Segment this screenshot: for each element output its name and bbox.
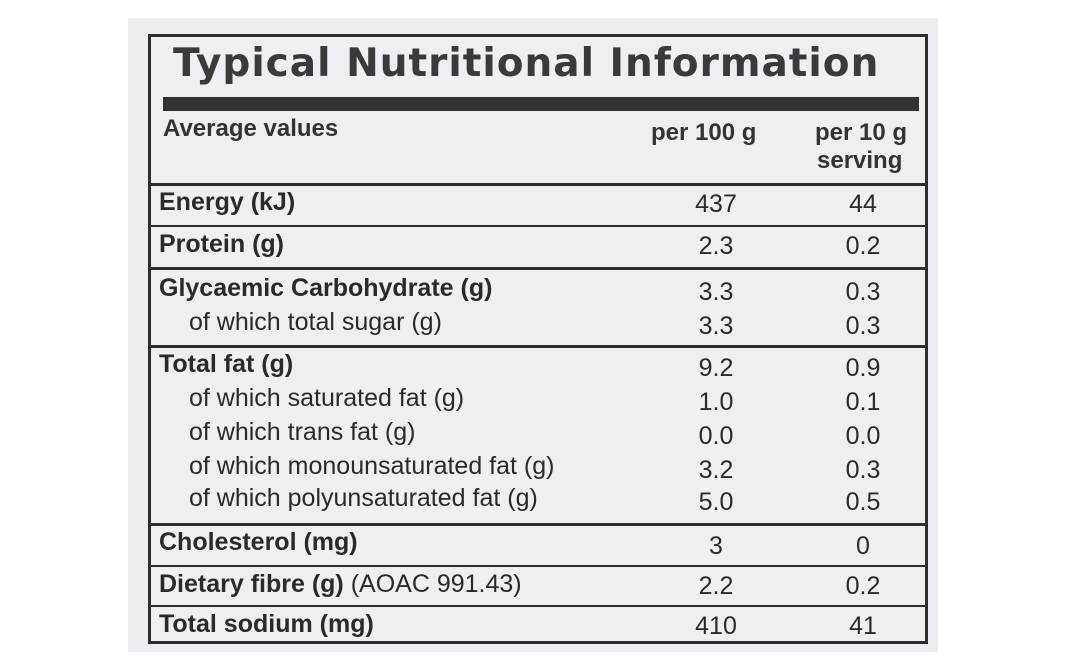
value-per-10g: 0 [856, 532, 870, 560]
title-bar [163, 97, 919, 111]
value-per-100g: 0.0 [698, 422, 734, 450]
label-title: Typical Nutritional Information [173, 41, 880, 86]
value-per-100g: 3.2 [698, 456, 734, 484]
nutrient-name: of which trans fat (g) [189, 418, 416, 446]
value-per-10g: 0.3 [845, 278, 881, 306]
value-per-100g: 5.0 [698, 488, 734, 516]
nutrient-name: of which total sugar (g) [189, 308, 442, 336]
value-per-10g: 0.2 [845, 572, 881, 600]
value-per-100g: 1.0 [698, 388, 734, 416]
value-per-100g: 2.2 [698, 572, 734, 600]
value-per-10g: 0.1 [845, 388, 881, 416]
value-per-10g: 0.2 [845, 232, 881, 260]
value-per-100g: 437 [695, 190, 737, 218]
header-serving: serving [817, 147, 903, 174]
value-per-100g: 2.3 [698, 232, 734, 260]
value-per-100g: 410 [695, 612, 737, 640]
nutrient-name: of which polyunsaturated fat (g) [189, 484, 538, 512]
nutrient-name: Dietary fibre (g) [159, 570, 344, 598]
nutrient-name: Total sodium (mg) [159, 610, 374, 638]
value-per-10g: 41 [849, 612, 877, 640]
nutrition-label: Typical Nutritional Information Average … [148, 34, 928, 644]
value-per-100g: 3.3 [698, 312, 734, 340]
rule [151, 523, 925, 526]
value-per-10g: 44 [849, 190, 877, 218]
value-per-100g: 3 [709, 532, 723, 560]
header-average-values: Average values [163, 115, 339, 142]
nutrient-name: Protein (g) [159, 230, 284, 258]
value-per-100g: 9.2 [698, 354, 734, 382]
nutrient-name: Energy (kJ) [159, 188, 296, 216]
nutrient-name: Cholesterol (mg) [159, 528, 358, 556]
header-per-10g: per 10 g [815, 119, 908, 146]
rule [151, 225, 925, 227]
nutrient-name: of which saturated fat (g) [189, 384, 465, 412]
value-per-10g: 0.3 [845, 312, 881, 340]
nutrient-method: (AOAC 991.43) [343, 570, 522, 598]
rule [151, 345, 925, 348]
nutrient-name: Total fat (g) [159, 350, 294, 378]
nutrient-name-fibre: Dietary fibre (g) (AOAC 991.43) [159, 569, 522, 599]
rule [151, 565, 925, 567]
rule [151, 267, 925, 270]
rule [151, 183, 925, 186]
nutrient-name: Glycaemic Carbohydrate (g) [159, 274, 493, 302]
value-per-10g: 0.0 [845, 422, 881, 450]
value-per-10g: 0.9 [845, 354, 881, 382]
nutrient-name: of which monounsaturated fat (g) [189, 452, 555, 480]
value-per-10g: 0.5 [845, 488, 881, 516]
header-per-100g: per 100 g [651, 119, 757, 146]
rule [151, 605, 925, 607]
value-per-10g: 0.3 [845, 456, 881, 484]
value-per-100g: 3.3 [698, 278, 734, 306]
